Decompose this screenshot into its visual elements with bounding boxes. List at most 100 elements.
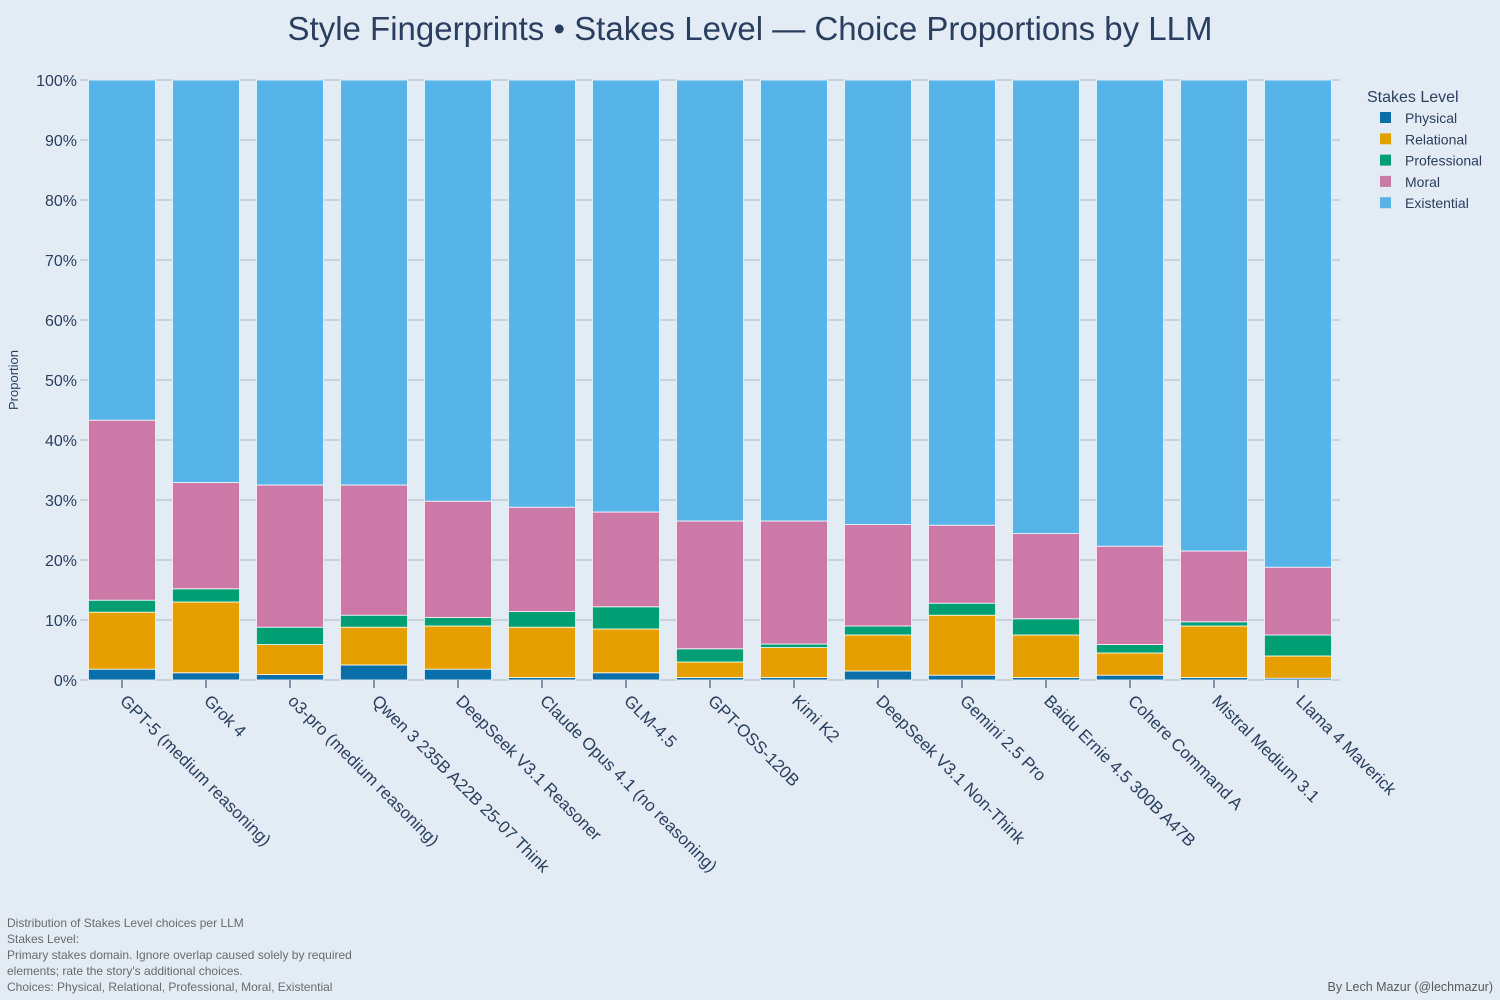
bar-segment-relational — [339, 626, 408, 666]
bar-stack — [507, 79, 576, 681]
legend-swatch-existential — [1380, 197, 1391, 209]
bar-segment-moral — [88, 419, 156, 601]
bar-segment-moral — [1096, 545, 1165, 646]
bar-segment-existential — [423, 79, 492, 502]
x-tick-label: DeepSeek V3.1 Non-Think — [872, 691, 1029, 848]
bar-segment-physical — [1096, 674, 1165, 681]
bar-segment-moral — [928, 524, 997, 604]
bar-segment-moral — [592, 511, 661, 608]
bar-segment-professional — [171, 588, 240, 603]
bar-segment-relational — [507, 626, 576, 679]
y-tick-label: 40% — [45, 433, 77, 450]
y-tick-label: 20% — [45, 553, 77, 570]
bar-segment-professional — [1096, 644, 1165, 654]
legend-title: Stakes Level — [1367, 89, 1459, 106]
bar-segment-relational — [423, 625, 492, 670]
legend: Stakes Level Physical Relational Professio… — [1367, 89, 1482, 211]
bar-segment-moral — [676, 520, 745, 650]
bars-area — [88, 79, 1333, 681]
bar-segment-moral — [1264, 566, 1333, 636]
legend-label-existential: Existential — [1405, 195, 1469, 211]
bar-stack — [423, 79, 492, 681]
y-tick-label: 70% — [45, 253, 77, 270]
legend-swatch-physical — [1380, 112, 1391, 123]
bar-segment-professional — [255, 626, 324, 646]
x-axis-ticks: GPT-5 (medium reasoning)Grok 4 o3-pro (me… — [116, 680, 1400, 877]
x-tick-label: DeepSeek V3.1 Reasoner — [452, 691, 605, 844]
bar-segment-existential — [1096, 79, 1165, 547]
bar-segment-professional — [592, 606, 661, 630]
bar-stack — [1012, 79, 1081, 681]
bar-stack — [1096, 79, 1165, 681]
bar-segment-professional — [507, 611, 576, 628]
bar-stack — [592, 79, 661, 681]
bar-segment-relational — [592, 628, 661, 674]
legend-swatch-professional — [1380, 154, 1391, 166]
bar-segment-physical — [928, 674, 997, 681]
bar-segment-physical — [592, 672, 661, 681]
bar-segment-relational — [760, 647, 829, 678]
x-tick-label: Kimi K2 — [788, 691, 843, 746]
bar-segment-existential — [88, 79, 156, 421]
bar-segment-moral — [507, 506, 576, 613]
bar-segment-professional — [423, 617, 492, 627]
y-tick-label: 10% — [45, 613, 77, 630]
bar-segment-physical — [423, 668, 492, 681]
y-axis-ticks: 0% 10% 20% 30% 40% 50% 60% 70% 80% 90% 100% — [36, 73, 77, 690]
y-tick-label: 90% — [45, 133, 77, 150]
bar-segment-moral — [171, 482, 240, 590]
bar-segment-existential — [1180, 79, 1249, 552]
bar-segment-existential — [676, 79, 745, 522]
bar-segment-existential — [339, 79, 408, 486]
bar-segment-professional — [844, 625, 913, 636]
bar-segment-existential — [255, 79, 324, 486]
bar-segment-physical — [255, 674, 324, 681]
bar-segment-relational — [88, 611, 156, 670]
x-tick-label: Qwen 3 235B A22B 25-07 Think — [368, 691, 553, 876]
bar-segment-existential — [760, 79, 829, 522]
y-tick-label: 0% — [54, 673, 77, 690]
bar-segment-relational — [1180, 625, 1249, 678]
footnote-line: elements; rate the story's additional ch… — [7, 964, 243, 978]
footnote-line: Primary stakes domain. Ignore overlap ca… — [7, 948, 352, 962]
bar-segment-physical — [88, 668, 156, 681]
bar-segment-physical — [339, 664, 408, 681]
y-axis-label: Proportion — [6, 350, 21, 410]
bar-segment-existential — [171, 79, 240, 484]
bar-segment-physical — [844, 670, 913, 681]
footnote-line: Choices: Physical, Relational, Professio… — [7, 980, 332, 994]
bar-segment-relational — [928, 614, 997, 676]
bar-segment-moral — [423, 500, 492, 619]
footnote-line: Stakes Level: — [7, 932, 79, 946]
bar-segment-existential — [1264, 79, 1333, 568]
legend-label-relational: Relational — [1405, 131, 1467, 147]
bar-segment-existential — [507, 79, 576, 508]
bar-stack — [171, 79, 240, 681]
footnote: Distribution of Stakes Level choices per… — [7, 916, 352, 994]
bar-segment-moral — [1012, 533, 1081, 620]
bar-segment-relational — [676, 661, 745, 679]
y-tick-label: 60% — [45, 313, 77, 330]
x-tick-label: GPT-OSS-120B — [704, 691, 803, 790]
x-tick-label: Baidu Ernie 4.5 300B A47B — [1040, 691, 1199, 850]
bar-segment-relational — [255, 644, 324, 675]
bar-segment-relational — [844, 634, 913, 672]
bar-stack — [1264, 79, 1333, 681]
bar-segment-professional — [1264, 634, 1333, 657]
bar-segment-professional — [760, 643, 829, 648]
bar-stack — [844, 79, 913, 681]
bar-segment-moral — [1180, 550, 1249, 623]
y-tick-label: 50% — [45, 373, 77, 390]
legend-swatch-relational — [1380, 133, 1391, 145]
chart-title: Style Fingerprints • Stakes Level — Choi… — [288, 10, 1213, 47]
bar-stack — [1180, 79, 1249, 681]
bar-stack — [88, 79, 156, 681]
x-tick-label: o3-pro (medium reasoning) — [284, 691, 442, 849]
bar-stack — [255, 79, 324, 681]
bar-segment-relational — [1096, 652, 1165, 676]
bar-segment-existential — [592, 79, 661, 513]
legend-label-physical: Physical — [1405, 110, 1457, 126]
y-tick-label: 80% — [45, 193, 77, 210]
x-tick-label: Gemini 2.5 Pro — [956, 691, 1050, 785]
bar-stack — [928, 79, 997, 681]
